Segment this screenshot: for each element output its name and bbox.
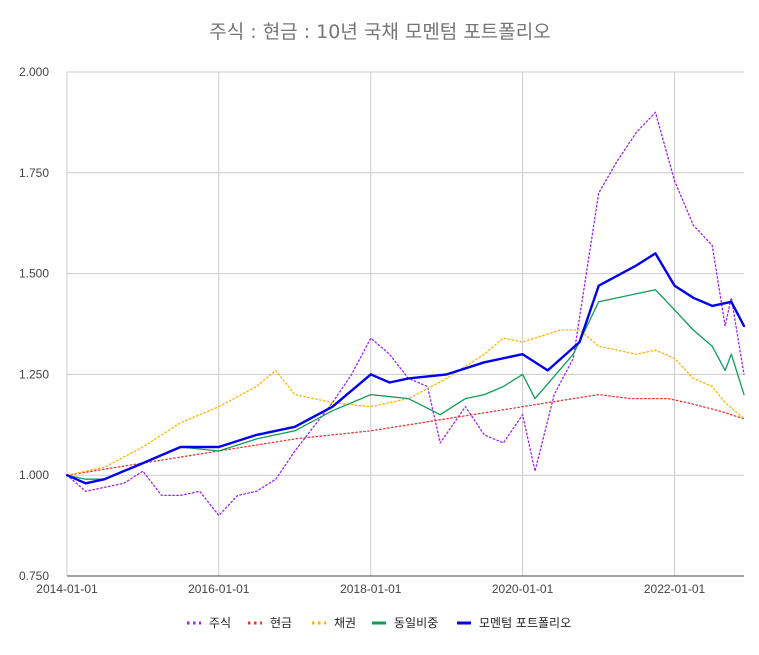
- series-line-1: [66, 111, 745, 517]
- gridlines: [66, 71, 744, 577]
- y-tick-label: 1.500: [19, 267, 49, 281]
- series-line-3: [66, 329, 745, 476]
- axis-layer: 0.750 1.000 1.250 1.500 1.750 2.000 2014-01-01…: [19, 65, 744, 596]
- x-tick-label: 2018-01-01: [340, 582, 402, 596]
- y-tick-label: 0.750: [19, 569, 49, 583]
- y-tick-label: 1.250: [19, 367, 49, 381]
- legend-item: 채권: [312, 616, 356, 630]
- y-tick-label: 1.750: [19, 166, 49, 180]
- legend-item: 주식: [187, 616, 231, 630]
- legend: 주식 현금 채권 동일비중 모멘텀 포트폴리오: [187, 616, 571, 630]
- legend-item: 동일비중: [372, 616, 438, 630]
- y-tick-label: 2.000: [19, 65, 49, 79]
- series-line-2: [66, 393, 745, 476]
- x-tick-label: 2020-01-01: [492, 582, 554, 596]
- legend-label: 동일비중: [394, 616, 438, 630]
- legend-label: 주식: [209, 616, 231, 630]
- legend-label: 모멘텀 포트폴리오: [479, 616, 571, 630]
- chart-title: 주식 : 현금 : 10년 국채 모멘텀 포트폴리오: [209, 21, 550, 43]
- series-line-5: [65, 252, 746, 485]
- legend-label: 채권: [334, 616, 356, 630]
- x-tick-label: 2016-01-01: [188, 582, 250, 596]
- legend-item: 현금: [248, 616, 292, 630]
- series-layer: [65, 111, 746, 517]
- x-tick-label: 2014-01-01: [36, 582, 98, 596]
- legend-item: 모멘텀 포트폴리오: [457, 616, 571, 630]
- y-tick-label: 1.000: [19, 468, 49, 482]
- series-line-4: [66, 289, 745, 480]
- legend-label: 현금: [270, 616, 292, 630]
- x-tick-label: 2022-01-01: [644, 582, 706, 596]
